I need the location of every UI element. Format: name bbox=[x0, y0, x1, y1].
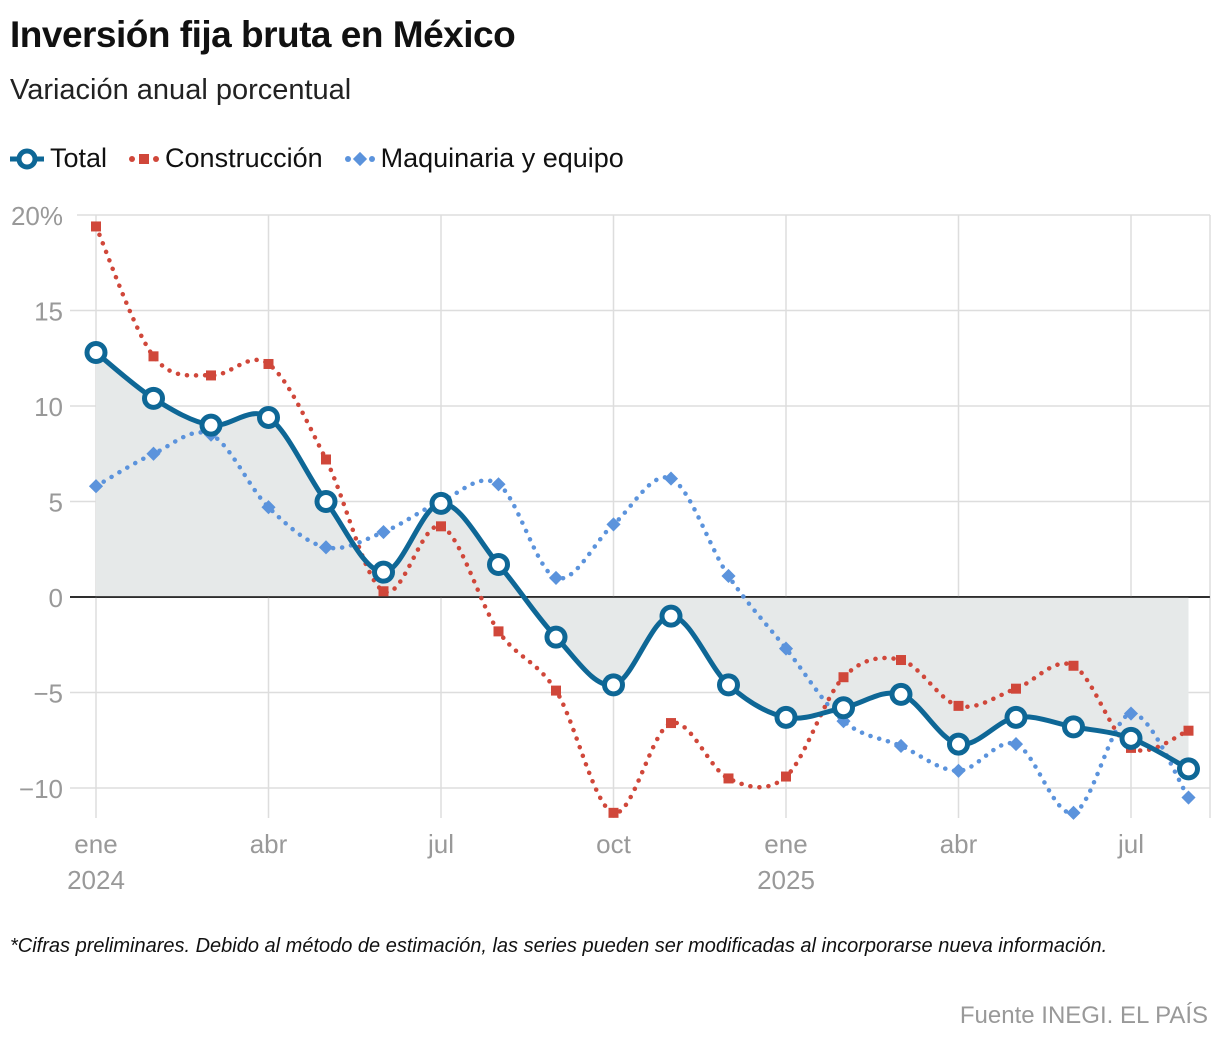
data-point bbox=[88, 479, 104, 494]
x-tick-label: abr bbox=[940, 829, 978, 859]
x-tick-year: 2024 bbox=[67, 865, 125, 895]
data-point bbox=[951, 763, 966, 778]
legend-item-construccion: Construcción bbox=[129, 143, 323, 174]
data-point bbox=[551, 685, 561, 696]
legend-label: Total bbox=[50, 143, 108, 173]
x-tick-label: abr bbox=[250, 829, 288, 859]
y-tick-label: −5 bbox=[33, 679, 63, 709]
data-point bbox=[1008, 736, 1024, 752]
line-chart: 20% 15 10 5 0 −5 −10 ene 2024 abr jul oct ene 2025 abr… bbox=[11, 201, 1211, 895]
data-point bbox=[314, 490, 338, 513]
data-point bbox=[717, 673, 740, 697]
data-point bbox=[1068, 660, 1079, 671]
data-point bbox=[953, 700, 964, 711]
data-point bbox=[889, 682, 913, 706]
data-point bbox=[84, 341, 108, 365]
data-point bbox=[491, 477, 506, 492]
data-point bbox=[263, 358, 274, 369]
data-point bbox=[781, 771, 791, 782]
chart-title: Inversión fija bruta en México bbox=[10, 14, 516, 55]
data-point bbox=[896, 655, 906, 666]
x-tick-year: 2025 bbox=[757, 865, 815, 895]
data-point bbox=[318, 540, 334, 555]
data-point bbox=[257, 405, 280, 429]
x-tick-label: ene bbox=[74, 829, 117, 859]
circle-marker-icon bbox=[10, 148, 44, 169]
x-tick-label: jul bbox=[427, 829, 454, 859]
total-area bbox=[96, 352, 1189, 769]
legend-item-maquinaria: Maquinaria y equipo bbox=[344, 143, 624, 174]
legend-label: Maquinaria y equipo bbox=[380, 143, 624, 173]
data-point bbox=[947, 732, 970, 756]
data-point bbox=[1004, 705, 1028, 729]
data-point bbox=[1062, 715, 1085, 739]
y-tick-label: 20% bbox=[11, 201, 63, 231]
data-point bbox=[663, 471, 679, 486]
diamond-marker-icon bbox=[344, 151, 375, 166]
data-point bbox=[1119, 726, 1143, 750]
data-point bbox=[493, 626, 504, 637]
data-point bbox=[378, 586, 389, 597]
data-point bbox=[429, 491, 453, 515]
data-point bbox=[376, 524, 391, 540]
y-tick-label: 15 bbox=[34, 297, 63, 327]
series-total bbox=[84, 341, 1200, 781]
data-point bbox=[148, 351, 159, 362]
data-point bbox=[723, 773, 734, 784]
legend-item-total: Total bbox=[10, 143, 107, 174]
data-point bbox=[372, 560, 395, 584]
data-point bbox=[778, 641, 794, 656]
x-tick-label: ene bbox=[764, 829, 807, 859]
data-point bbox=[142, 386, 165, 410]
y-tick-label: 5 bbox=[49, 488, 63, 518]
data-point bbox=[91, 221, 101, 232]
data-point bbox=[608, 807, 619, 818]
data-point bbox=[1177, 757, 1200, 781]
footnote: *Cifras preliminares. Debido al método d… bbox=[10, 935, 1108, 957]
y-tick-label: 10 bbox=[34, 392, 63, 422]
data-point bbox=[838, 672, 849, 683]
data-point bbox=[261, 500, 276, 515]
data-point bbox=[146, 446, 161, 461]
data-point bbox=[206, 370, 216, 381]
data-point bbox=[1183, 725, 1194, 736]
data-point bbox=[666, 718, 676, 729]
data-point bbox=[832, 696, 855, 720]
data-point bbox=[602, 673, 625, 697]
data-point bbox=[659, 604, 683, 628]
data-point bbox=[199, 413, 223, 437]
x-tick-label: jul bbox=[1117, 829, 1144, 859]
data-point bbox=[774, 705, 798, 729]
data-point bbox=[487, 553, 510, 577]
series-construccion bbox=[91, 221, 1194, 818]
data-point bbox=[893, 738, 909, 754]
data-point bbox=[606, 517, 621, 532]
data-point bbox=[436, 521, 446, 532]
legend: Total Construcción Maquinaria y equipo bbox=[10, 143, 646, 174]
data-point bbox=[548, 570, 564, 585]
square-marker-icon bbox=[129, 153, 160, 164]
data-point bbox=[321, 454, 331, 465]
x-tick-label: oct bbox=[596, 829, 631, 859]
data-point bbox=[1181, 790, 1196, 805]
y-tick-label: −10 bbox=[19, 774, 63, 804]
y-tick-label: 0 bbox=[49, 583, 63, 613]
chart-subtitle: Variación anual porcentual bbox=[10, 74, 352, 106]
data-point bbox=[721, 568, 736, 584]
data-point bbox=[1066, 805, 1081, 820]
legend-label: Construcción bbox=[165, 143, 323, 173]
source-credit: Fuente INEGI. EL PAÍS bbox=[959, 1002, 1208, 1029]
data-point bbox=[544, 625, 568, 649]
series-maquinaria bbox=[88, 427, 1196, 820]
data-point bbox=[1123, 706, 1139, 721]
data-point bbox=[1011, 683, 1021, 694]
